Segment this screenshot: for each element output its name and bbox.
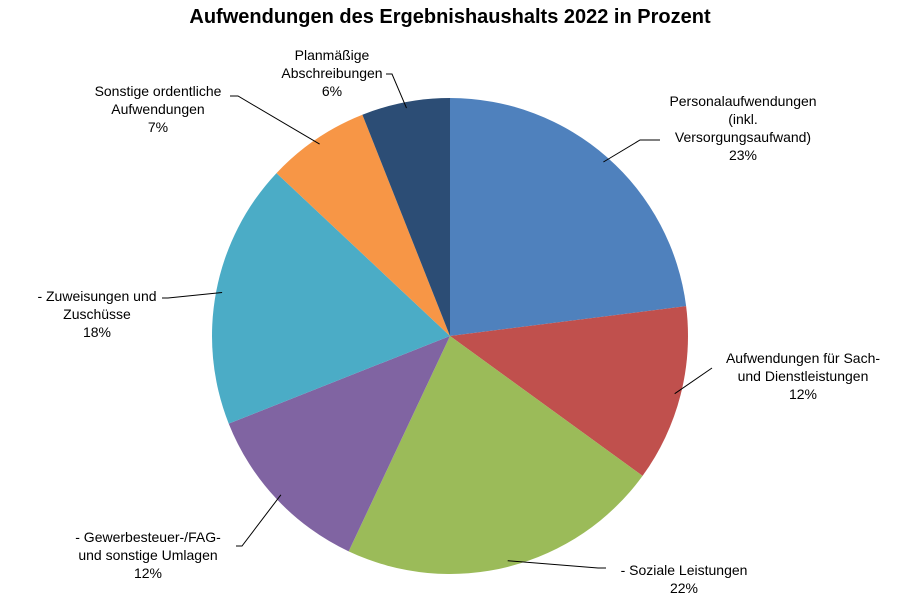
slice-label-text: Versorgungsaufwand): [674, 129, 812, 145]
slice-value-label: 22%: [669, 580, 699, 596]
slice-value-label: 23%: [728, 147, 758, 163]
leader-line: [386, 73, 407, 109]
leader-line: [507, 560, 606, 569]
leader-line: [236, 494, 282, 547]
slice-label-text: Sonstige ordentliche: [94, 83, 222, 99]
slice-label-text: Abschreibungen: [281, 65, 383, 81]
slice-label-text: - Zuweisungen und: [37, 288, 157, 304]
slice-label: Sonstige ordentliche Aufwendungen 7%: [78, 82, 238, 136]
slice-label: - Zuweisungen und Zuschüsse 18%: [22, 287, 172, 341]
slice-label-text: und Dienstleistungen: [737, 368, 869, 384]
slice-label-text: Aufwendungen: [111, 101, 205, 117]
leader-line: [230, 95, 320, 145]
slice-value-label: 12%: [788, 386, 818, 402]
leader-line: [162, 292, 223, 299]
slice-value-label: 12%: [133, 565, 163, 581]
slice-label-text: Aufwendungen für Sach-: [725, 350, 881, 366]
slice-label-text: und sonstige Umlagen: [78, 547, 218, 563]
slice-label: Personalaufwendungen (inkl. Versorgungsauf…: [628, 92, 858, 164]
slice-value-label: 6%: [321, 83, 343, 99]
slice-label-text: Zuschüsse: [63, 306, 131, 322]
leader-line: [674, 367, 713, 395]
slice-label: - Soziale Leistungen 22%: [604, 561, 764, 597]
slice-label-text: - Soziale Leistungen: [620, 562, 748, 578]
leader-line: [603, 139, 660, 163]
slice-label-text: (inkl.: [728, 111, 758, 127]
slice-label-text: - Gewerbesteuer-/FAG-: [75, 529, 221, 545]
pie-slice: [348, 336, 643, 575]
slice-label: Aufwendungen für Sach-und Dienstleistung…: [708, 349, 898, 403]
slice-label-text: Personalaufwendungen: [669, 93, 817, 109]
slice-value-label: 7%: [147, 119, 169, 135]
slice-value-label: 18%: [82, 324, 112, 340]
slice-label: - Gewerbesteuer-/FAG-und sonstige Umlage…: [58, 528, 238, 582]
chart-title: Aufwendungen des Ergebnishaushalts 2022 …: [189, 6, 711, 28]
pie-slice: [228, 336, 450, 552]
pie-slice: [450, 306, 688, 476]
pie-slice: [212, 173, 450, 424]
pie-slice: [362, 98, 450, 336]
slice-label: Planmäßige Abschreibungen 6%: [262, 46, 402, 100]
pie-slice: [450, 98, 687, 336]
slice-label-text: Planmäßige: [294, 47, 370, 63]
pie-slice: [276, 114, 450, 337]
